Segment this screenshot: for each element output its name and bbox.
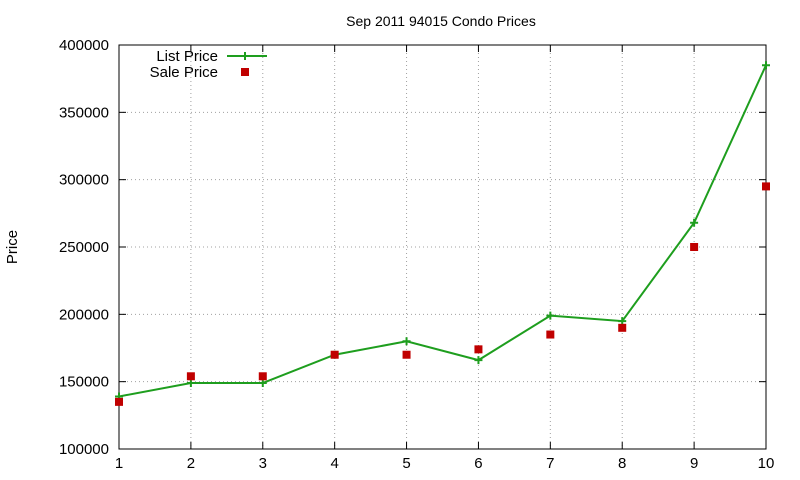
x-tick-label: 8: [618, 455, 626, 472]
y-tick-label: 100000: [59, 441, 109, 458]
y-tick-label: 200000: [59, 306, 109, 323]
sale-price-series: [115, 182, 770, 406]
sale-price-point: [618, 323, 627, 332]
x-tick-label: 9: [690, 455, 698, 472]
x-tick-label: 10: [758, 455, 775, 472]
x-tick-label: 2: [187, 455, 195, 472]
sale-price-point: [762, 182, 770, 191]
legend-label: Sale Price: [150, 64, 218, 81]
legend-item: Sale Price: [150, 64, 249, 81]
plot-border: [118, 44, 767, 450]
y-tick-label: 400000: [59, 37, 109, 54]
legend-square-marker: [241, 68, 249, 76]
list-price-point: [546, 311, 555, 320]
axes: [118, 44, 767, 450]
x-tick-label: 4: [330, 455, 338, 472]
tick-labels: 100000 150000 200000 250000 300000 350000 4000…: [59, 37, 774, 472]
legend-plus-marker: [241, 52, 249, 60]
legend-label: List Price: [156, 48, 218, 65]
legend-item: List Price: [156, 48, 267, 65]
list-price-point: [258, 379, 267, 388]
chart-title: Sep 2011 94015 Condo Prices: [346, 13, 536, 29]
list-price-point: [762, 61, 770, 70]
list-price-point: [402, 337, 411, 346]
list-price-point: [618, 317, 627, 326]
sale-price-point: [258, 372, 267, 381]
list-price-point: [690, 218, 699, 227]
sale-price-point: [402, 350, 411, 359]
y-tick-label: 300000: [59, 172, 109, 189]
list-price-point: [186, 379, 195, 388]
sale-price-point: [690, 243, 699, 251]
x-tick-label: 7: [546, 455, 554, 472]
y-tick-label: 150000: [59, 374, 109, 391]
series-layer: [115, 61, 770, 406]
x-tick-label: 1: [115, 455, 123, 472]
sale-price-point: [115, 397, 123, 406]
y-tick-label: 250000: [59, 239, 109, 256]
sale-price-point: [330, 350, 339, 359]
y-axis-label: Price: [4, 230, 21, 264]
y-tick-label: 350000: [59, 104, 109, 121]
list-price-line: [118, 64, 767, 398]
list-price-point: [474, 356, 483, 365]
x-tick-label: 3: [259, 455, 267, 472]
sale-price-point: [474, 345, 483, 354]
grid: [119, 45, 766, 449]
sale-price-point: [546, 330, 555, 339]
x-tick-label: 6: [474, 455, 482, 472]
sale-price-point: [186, 372, 195, 381]
x-tick-label: 5: [402, 455, 410, 472]
